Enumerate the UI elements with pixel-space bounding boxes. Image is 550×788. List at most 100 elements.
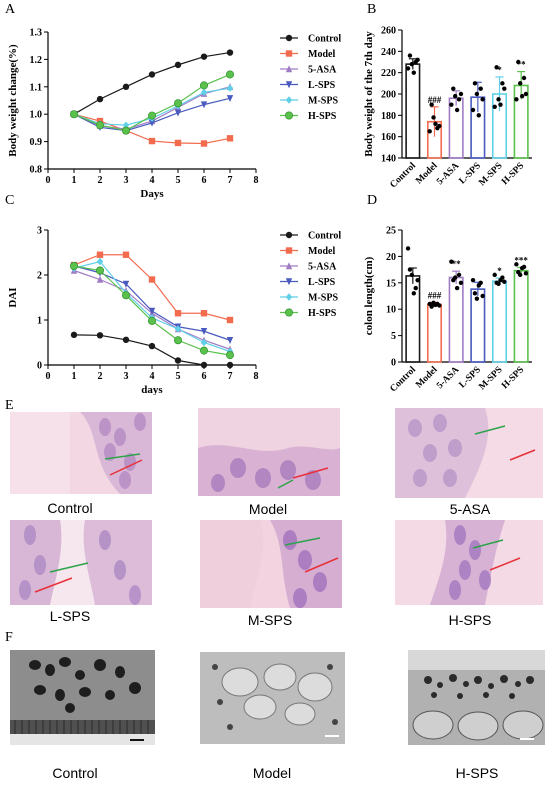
histology-image-control: [10, 412, 152, 494]
y-tick-label: 160: [381, 132, 396, 143]
legend-label: Control: [308, 231, 341, 242]
significance-mark: *: [497, 266, 502, 276]
data-point-h-sps: [174, 99, 183, 108]
data-point-control: [148, 342, 156, 350]
data-point: [458, 91, 464, 97]
data-point-l-sps: [148, 307, 156, 315]
histology-label-5asa: 5-ASA: [449, 501, 491, 517]
data-point: [429, 304, 434, 309]
data-point-l-sps: [174, 109, 182, 117]
legend-marker: [285, 50, 293, 57]
chart-d-colon-length: 0 5 10 15 20 25 colon length(cm) Control ### Mode…: [363, 226, 532, 394]
y-tick-label: 20: [386, 252, 396, 263]
data-point: [472, 291, 478, 296]
data-point: [494, 65, 499, 70]
data-point: [409, 272, 415, 278]
y-tick-label: 1.1: [30, 82, 43, 93]
y-tick-label: 1: [37, 316, 42, 327]
x-tick-label: 6: [202, 371, 207, 382]
y-tick-label: 0.9: [30, 137, 43, 148]
data-point: [407, 267, 413, 272]
data-point: [500, 81, 505, 86]
data-point: [429, 102, 434, 107]
histology-label-hsps: H-SPS: [448, 612, 492, 628]
data-point: [474, 296, 480, 301]
legend-label: Control: [308, 34, 341, 45]
y-tick-label: 25: [386, 226, 396, 237]
bar-model: [426, 303, 443, 363]
significance-mark: *: [497, 65, 502, 75]
em-image-hsps: [408, 650, 545, 745]
data-point-h-sps: [70, 262, 79, 271]
legend-marker: [285, 34, 293, 42]
x-tick-label: 4: [150, 371, 155, 382]
data-point: [474, 91, 480, 97]
data-point: [516, 59, 521, 65]
data-point: [449, 102, 454, 107]
data-point-h-sps: [174, 336, 183, 345]
data-point: [415, 57, 420, 63]
category-label: H-SPS: [500, 365, 526, 391]
data-point: [454, 107, 460, 113]
data-point-m-sps: [174, 325, 182, 333]
em-label-model: Model: [252, 765, 292, 781]
panel-letter-a: A: [5, 2, 16, 17]
data-point-l-sps: [226, 95, 234, 103]
y-tick-label: 0: [37, 361, 42, 372]
x-tick-label: 2: [98, 371, 103, 382]
bar-5-asa: [448, 97, 464, 159]
chart-c-dai: 0 1 2 3 0 1 2 3 4 5 6 7 8 DAI days Control Model 5-ASA L-S…: [7, 226, 341, 396]
legend-marker: [285, 278, 293, 286]
data-point-control: [226, 361, 234, 369]
x-axis-label: Days: [140, 188, 164, 200]
y-tick-label: 180: [381, 111, 396, 122]
category-label: 5-ASA: [435, 161, 461, 187]
data-point: [523, 271, 529, 276]
data-point-model: [96, 251, 104, 258]
legend-label: M-SPS: [308, 293, 338, 304]
x-tick-label: 1: [72, 175, 77, 186]
y-axis-label: Body weight change(%): [7, 44, 19, 157]
data-point-l-sps: [200, 328, 208, 335]
category-label: M-SPS: [477, 365, 504, 392]
legend-marker: [284, 308, 293, 317]
legend-label: L-SPS: [308, 277, 336, 288]
data-point-h-sps: [96, 266, 105, 275]
x-tick-label: 0: [46, 371, 51, 382]
data-point: [496, 281, 501, 287]
significance-mark: **: [517, 60, 527, 70]
histology-image-model: [198, 408, 340, 496]
legend-marker: [285, 293, 293, 301]
histology-label-msps: M-SPS: [247, 612, 293, 628]
y-tick-label: 0.8: [30, 165, 43, 176]
data-point: [437, 123, 442, 129]
y-tick-label: 10: [386, 305, 396, 316]
panel-letter-d: D: [367, 193, 378, 208]
legend-marker: [285, 262, 293, 270]
data-point-control: [148, 71, 156, 78]
data-point-model: [200, 140, 208, 147]
legend: Control Model 5-ASA L-SPS M-SPS H-SPS: [280, 34, 341, 122]
significance-mark: ***: [514, 255, 528, 265]
chart-a-body-weight-change: 0.8 0.9 1.0 1.1 1.2 1.3 0 1 2 3 4 5 6 7 8 Body weight c…: [7, 28, 341, 201]
y-axis-label: colon length(cm): [363, 256, 375, 335]
data-point: [456, 272, 462, 278]
data-point-control: [70, 331, 78, 339]
y-tick-label: 15: [386, 278, 396, 289]
data-point: [415, 277, 420, 283]
x-tick-label: 7: [228, 175, 233, 186]
data-point-control: [122, 83, 130, 91]
category-label: H-SPS: [500, 161, 526, 187]
category-label: Model: [414, 161, 440, 187]
histology-image-hsps: [395, 520, 543, 605]
data-point-l-sps: [148, 119, 156, 127]
data-point-m-sps: [200, 88, 208, 96]
histology-label-control: Control: [47, 500, 93, 516]
data-point: [437, 303, 442, 308]
legend-label: H-SPS: [308, 111, 337, 122]
y-tick-label: 140: [381, 154, 396, 165]
data-point: [472, 81, 478, 86]
data-point: [498, 102, 503, 107]
legend: Control Model 5-ASA L-SPS M-SPS H-SPS: [280, 231, 341, 319]
legend-marker: [285, 247, 293, 254]
